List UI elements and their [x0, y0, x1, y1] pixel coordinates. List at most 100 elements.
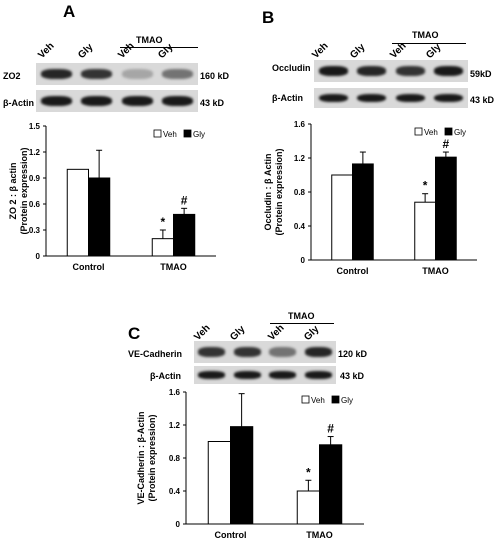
- significance-marker: *: [423, 179, 428, 193]
- y-axis-label: VE-Cadherin : β-Actin(Protein expression…: [136, 412, 157, 505]
- legend-label: Gly: [341, 396, 353, 405]
- size-label-b-1: 59kD: [470, 69, 492, 79]
- western-blot-a-2: [36, 90, 198, 112]
- protein-label-a-1: ZO2: [3, 71, 21, 81]
- legend-swatch: [183, 129, 192, 138]
- y-axis-label-line: (Protein expression): [19, 147, 29, 234]
- y-tick-label: 1.2: [169, 421, 181, 430]
- blot-band: [121, 69, 153, 79]
- bar: [207, 441, 231, 525]
- blot-band: [304, 347, 332, 357]
- bar: [352, 163, 374, 261]
- y-tick-label: 1.2: [294, 154, 306, 163]
- blot-band: [233, 371, 261, 379]
- y-tick-label: 0.4: [294, 222, 306, 231]
- legend-swatch: [331, 395, 340, 404]
- y-axis-label-line: (Protein expression): [274, 148, 284, 235]
- lane-label-a-1: Veh: [36, 40, 57, 61]
- western-blot-b-2: [314, 88, 468, 108]
- bar-chart-c: 0 0.4 0.8 1.2 1.6 VE-Cadherin : β-Actin(Prote…: [136, 388, 364, 540]
- category-label: Control: [215, 530, 247, 540]
- panel-letter-c: C: [128, 324, 141, 343]
- blot-band: [434, 66, 464, 76]
- blot-band: [395, 66, 425, 76]
- significance-marker: *: [306, 465, 311, 479]
- size-label-b-2: 43 kD: [470, 95, 495, 105]
- protein-label-c-2: β-Actin: [150, 371, 181, 381]
- western-blot-c-2: [194, 366, 336, 384]
- blot-band: [81, 69, 113, 79]
- bar: [319, 444, 343, 525]
- blot-band: [318, 66, 348, 76]
- protein-label-b-2: β-Actin: [272, 93, 303, 103]
- y-axis-label: Occludin : β Actin(Protein expression): [263, 148, 284, 235]
- bar: [151, 238, 174, 257]
- bar: [296, 490, 320, 525]
- legend-swatch: [414, 127, 423, 136]
- y-tick-label: 0: [176, 520, 181, 529]
- bar: [230, 426, 254, 525]
- bar: [88, 177, 111, 257]
- legend-label: Veh: [424, 128, 438, 137]
- y-tick-label: 0.8: [294, 188, 306, 197]
- size-label-a-2: 43 kD: [200, 98, 225, 108]
- size-label-c-1: 120 kD: [338, 349, 368, 359]
- group-label-c: TMAO: [288, 311, 315, 321]
- y-tick-label: 1.5: [29, 122, 41, 131]
- legend-label: Veh: [311, 396, 325, 405]
- blot-band: [357, 66, 387, 76]
- y-axis-label-line: VE-Cadherin : β-Actin: [136, 412, 146, 505]
- bar-chart-a: 0 0.3 0.6 0.9 1.2 1.5 ZO 2 : β actin(Protein e…: [8, 122, 216, 272]
- y-tick-label: 1.2: [29, 148, 41, 157]
- significance-marker: *: [161, 215, 166, 229]
- blot-band: [357, 93, 387, 103]
- bar: [173, 213, 196, 257]
- protein-label-c-1: VE-Cadherin: [128, 349, 183, 359]
- group-line-c: [270, 323, 334, 324]
- category-label: TMAO: [422, 266, 449, 276]
- y-tick-label: 1.6: [294, 120, 306, 129]
- blot-band: [162, 69, 194, 79]
- lane-label-b-2: Gly: [348, 41, 368, 61]
- panel-letter-b: B: [262, 8, 275, 27]
- group-label-a: TMAO: [136, 35, 163, 45]
- blot-band: [304, 371, 332, 379]
- category-label: TMAO: [306, 530, 333, 540]
- significance-marker: #: [443, 137, 450, 151]
- lane-label-a-2: Gly: [76, 41, 96, 61]
- legend-swatch: [301, 395, 310, 404]
- category-label: TMAO: [160, 262, 187, 272]
- legend-swatch: [153, 129, 162, 138]
- blot-band: [81, 96, 113, 106]
- y-tick-label: 0.8: [169, 454, 181, 463]
- lane-label-b-4: Gly: [424, 41, 444, 61]
- bar: [66, 168, 89, 257]
- blot-band: [395, 93, 425, 103]
- lane-label-b-1: Veh: [310, 40, 331, 61]
- legend-label: Veh: [163, 130, 177, 139]
- group-line-a: [120, 47, 198, 48]
- blot-band: [198, 347, 226, 357]
- western-blot-c-1: [194, 341, 336, 363]
- bar: [414, 201, 436, 261]
- blot-band: [269, 371, 297, 379]
- western-blot-b-1: [314, 60, 468, 82]
- significance-marker: #: [181, 193, 188, 207]
- legend-swatch: [444, 127, 453, 136]
- panel-letter-a: A: [63, 2, 76, 21]
- size-label-c-2: 43 kD: [340, 371, 365, 381]
- blot-band: [40, 96, 72, 106]
- y-tick-label: 0: [36, 252, 41, 261]
- bar: [435, 156, 457, 261]
- y-axis-label-line: (Protein expression): [147, 414, 157, 501]
- y-tick-label: 0.3: [29, 226, 41, 235]
- blot-band: [318, 93, 348, 103]
- blot-band: [121, 96, 153, 106]
- group-label-b: TMAO: [412, 30, 439, 40]
- significance-marker: #: [327, 422, 334, 436]
- legend-label: Gly: [454, 128, 466, 137]
- protein-label-a-2: β-Actin: [3, 98, 34, 108]
- blot-band: [434, 93, 464, 103]
- y-tick-label: 0.9: [29, 174, 41, 183]
- group-line-b: [392, 43, 466, 44]
